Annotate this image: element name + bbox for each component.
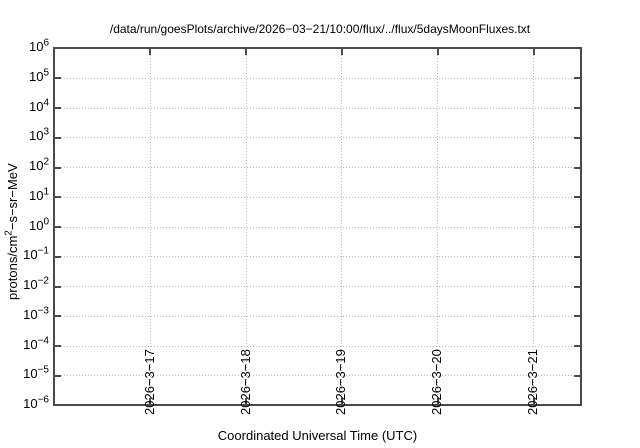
- y-tick-label-exponent: −2: [37, 275, 49, 287]
- y-gridline: [55, 167, 580, 168]
- y-gridline: [55, 77, 580, 79]
- y-tick-label: 10−6: [0, 394, 49, 412]
- y-tick-label-base: 10: [28, 217, 44, 233]
- y-tick-label-base: 10: [23, 306, 38, 322]
- y-tick-label-base: 10: [28, 39, 44, 54]
- x-tick-bottom: [149, 398, 152, 404]
- y-tick-label: 10−5: [0, 364, 49, 382]
- y-tick-right: [574, 255, 580, 258]
- y-gridline: [55, 256, 580, 258]
- y-tick-label-exponent: −1: [37, 245, 49, 257]
- y-tick-label-base: 10: [23, 366, 38, 382]
- y-tick-label-base: 10: [23, 277, 38, 292]
- y-gridline: [55, 315, 580, 317]
- y-tick-label: 105: [0, 67, 49, 85]
- x-tick-label: 2026−3−19: [333, 349, 349, 415]
- y-gridline: [55, 196, 580, 198]
- x-axis-title: Coordinated Universal Time (UTC): [217, 428, 418, 443]
- y-tick-right: [574, 107, 580, 109]
- y-tick-right: [574, 77, 580, 80]
- y-tick-right: [574, 374, 580, 377]
- plot-area: [53, 47, 582, 406]
- x-tick-label: 2026−3−21: [525, 349, 541, 415]
- y-tick-label: 104: [0, 97, 49, 115]
- y-tick-label: 103: [0, 126, 49, 144]
- y-tick-left: [55, 77, 61, 80]
- x-gridline: [533, 49, 535, 404]
- x-tick-bottom: [340, 398, 343, 404]
- x-tick-top: [149, 49, 152, 55]
- y-tick-label-base: 10: [28, 187, 44, 203]
- y-tick-label-base: 10: [23, 396, 38, 411]
- y-tick-label: 10−3: [0, 305, 49, 323]
- y-tick-label-exponent: 6: [43, 37, 49, 49]
- y-tick-right: [574, 196, 580, 199]
- y-tick-right: [574, 285, 580, 288]
- y-tick-left: [55, 345, 61, 347]
- y-gridline: [55, 226, 580, 228]
- x-tick-top: [245, 49, 248, 55]
- chart-title: /data/run/goesPlots/archive/2026−03−21/1…: [109, 22, 531, 36]
- y-gridline: [55, 107, 580, 109]
- y-tick-left: [55, 255, 61, 258]
- x-gridline: [149, 49, 151, 404]
- y-tick-label: 10−4: [0, 335, 49, 353]
- y-tick-label-exponent: 3: [43, 126, 49, 138]
- x-tick-label: 2026−3−18: [237, 349, 253, 415]
- x-tick-bottom: [532, 398, 535, 404]
- y-tick-label-exponent: 0: [43, 216, 49, 228]
- y-tick-left: [55, 166, 61, 169]
- y-tick-label-exponent: 4: [43, 97, 49, 109]
- y-gridline: [55, 345, 580, 347]
- y-tick-label-exponent: 1: [43, 186, 49, 198]
- x-tick-top: [436, 49, 439, 55]
- y-tick-left: [55, 226, 61, 228]
- y-gridline: [55, 286, 580, 287]
- y-tick-label-exponent: −6: [37, 394, 49, 406]
- y-tick-label: 101: [0, 186, 49, 204]
- y-tick-label: 106: [0, 37, 49, 55]
- y-gridline: [55, 375, 580, 377]
- x-tick-bottom: [436, 398, 439, 404]
- y-tick-label: 10−1: [0, 245, 49, 263]
- y-tick-label: 102: [0, 156, 49, 174]
- y-tick-right: [574, 166, 580, 169]
- y-tick-label: 100: [0, 216, 49, 234]
- y-tick-label: 10−2: [0, 275, 49, 293]
- x-gridline: [341, 49, 343, 404]
- y-tick-label-base: 10: [28, 68, 44, 84]
- x-gridline: [245, 49, 247, 404]
- y-tick-label-exponent: 2: [43, 156, 49, 168]
- y-tick-right: [574, 226, 580, 228]
- y-tick-left: [55, 374, 61, 377]
- y-tick-left: [55, 285, 61, 288]
- y-tick-left: [55, 315, 61, 318]
- y-tick-label-exponent: −3: [37, 305, 49, 317]
- y-tick-right: [574, 345, 580, 347]
- y-tick-label-exponent: 5: [43, 67, 49, 79]
- y-tick-label-base: 10: [23, 336, 38, 352]
- y-tick-label-base: 10: [28, 158, 44, 173]
- y-tick-label-exponent: −5: [37, 364, 49, 376]
- y-tick-left: [55, 136, 61, 139]
- y-tick-left: [55, 196, 61, 199]
- x-tick-top: [532, 49, 535, 55]
- x-tick-label: 2026−3−17: [141, 349, 157, 415]
- x-tick-top: [340, 49, 343, 55]
- x-tick-bottom: [245, 398, 248, 404]
- y-tick-label-base: 10: [23, 247, 38, 263]
- y-tick-left: [55, 107, 61, 109]
- y-gridline: [55, 137, 580, 139]
- x-tick-label: 2026−3−20: [429, 349, 445, 415]
- y-tick-right: [574, 136, 580, 139]
- y-tick-label-base: 10: [28, 98, 44, 114]
- y-tick-label-base: 10: [28, 128, 44, 144]
- y-tick-label-exponent: −4: [37, 335, 49, 347]
- x-gridline: [437, 49, 439, 404]
- y-tick-right: [574, 315, 580, 318]
